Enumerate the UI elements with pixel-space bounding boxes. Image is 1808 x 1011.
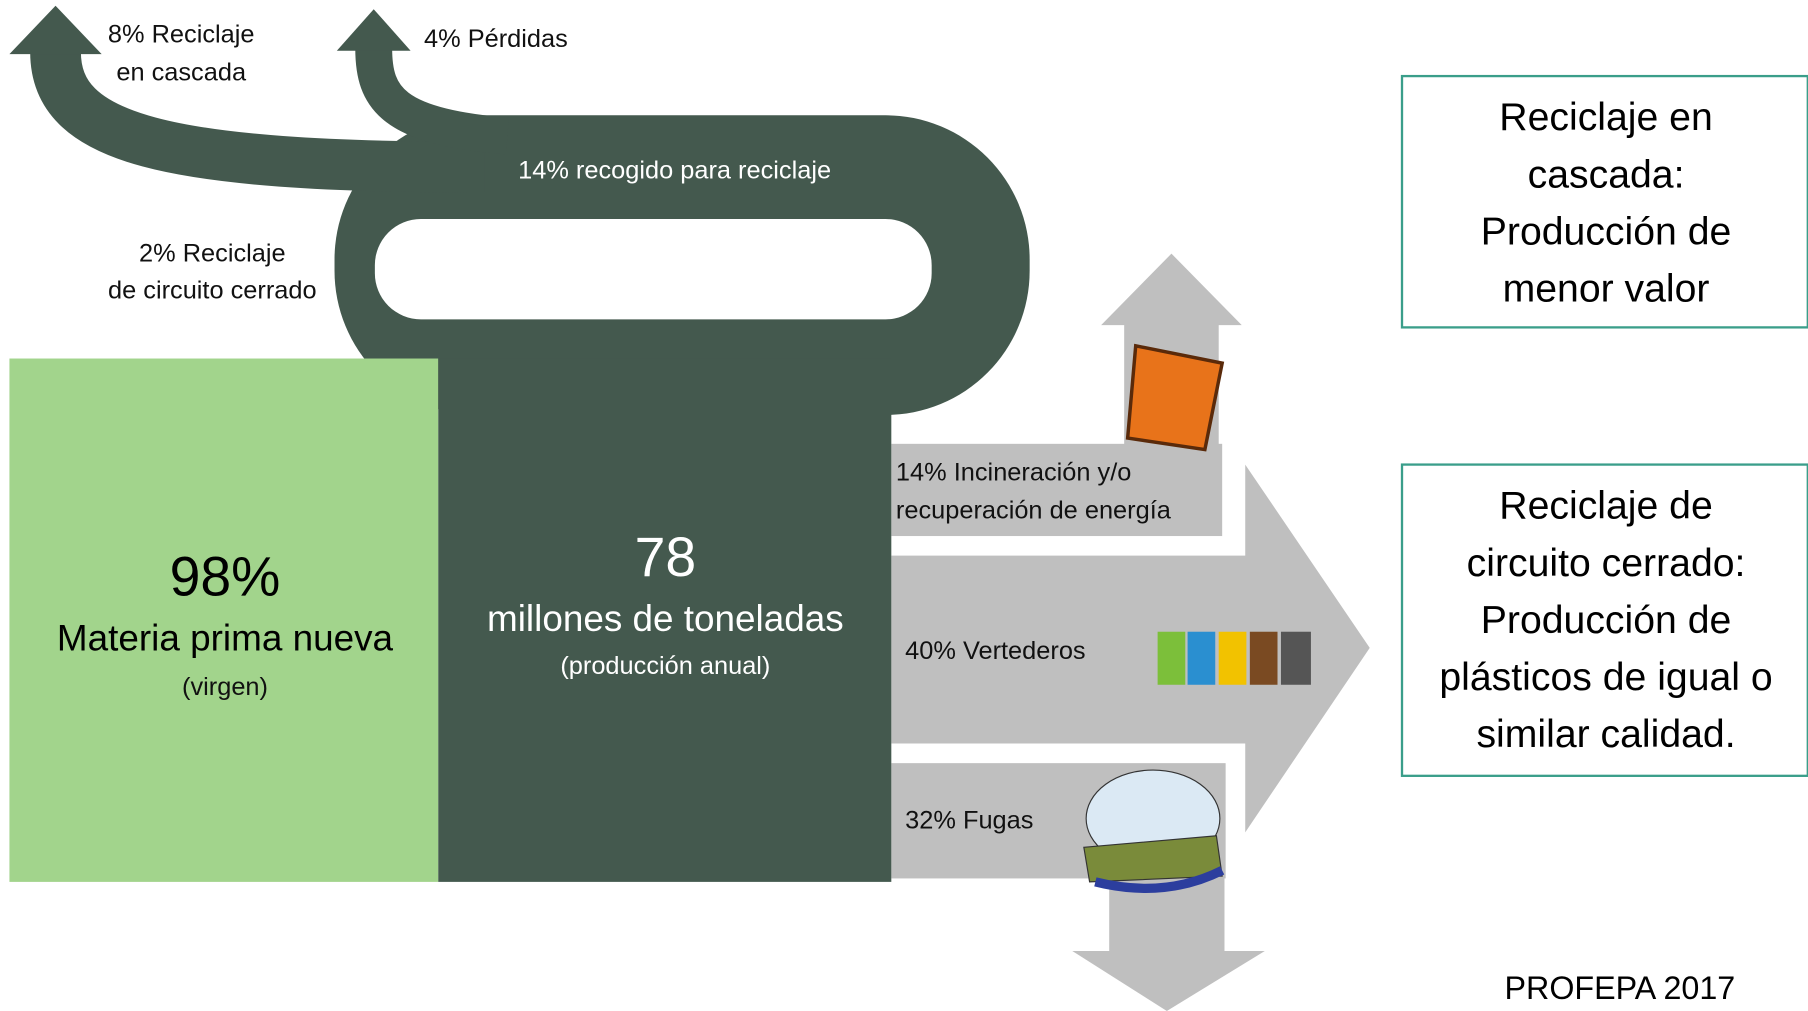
leakage-head <box>1072 951 1265 1011</box>
flow-label: recuperación de energía <box>896 497 1172 525</box>
pollution-icon <box>1084 770 1222 888</box>
note-line: Reciclaje en <box>1499 96 1712 139</box>
flow-label: 32% Fugas <box>905 807 1033 835</box>
page: {"flows": { "cascade": ["8% Reciclaje", … <box>0 0 1808 1011</box>
virgin-value: 98% <box>170 546 281 608</box>
virgin-label: Materia prima nueva <box>57 618 394 659</box>
production-note: (producción anual) <box>560 652 770 680</box>
source: PROFEPA 2017 <box>1505 970 1736 1006</box>
flow-label: 14% Incineración y/o <box>896 459 1131 487</box>
note-line: Reciclaje de <box>1499 485 1712 528</box>
note-line: Producción de <box>1481 210 1732 253</box>
flow-label: 40% Vertederos <box>905 637 1085 665</box>
note-line: circuito cerrado: <box>1467 542 1746 585</box>
flow-label: en cascada <box>116 58 247 86</box>
losses-arrow-shaft <box>374 48 508 136</box>
incineration-head <box>1101 254 1242 325</box>
flow-label: de circuito cerrado <box>108 276 317 304</box>
bins-icon <box>1158 632 1311 685</box>
production-label: millones de toneladas <box>487 598 844 639</box>
note-line: Producción de <box>1481 599 1732 642</box>
virgin-note: (virgen) <box>182 673 268 701</box>
flow-label: 8% Reciclaje <box>108 20 255 48</box>
production-value: 78 <box>635 526 697 588</box>
note-line: plásticos de igual o <box>1439 656 1772 699</box>
loop-hole <box>375 219 932 319</box>
fire-icon <box>1128 346 1223 450</box>
flow-label: 4% Pérdidas <box>424 25 568 53</box>
diagram: 8% Reciclaje en cascada 4% Pérdidas 14% … <box>0 0 1808 1011</box>
note-line: cascada: <box>1528 153 1685 196</box>
flow-label: 14% recogido para reciclaje <box>518 156 831 184</box>
note-line: similar calidad. <box>1476 713 1735 756</box>
cascade-arrow-head <box>9 6 101 54</box>
note-line: menor valor <box>1503 267 1710 310</box>
flow-label: 2% Reciclaje <box>139 239 286 267</box>
losses-arrow-head <box>337 9 411 51</box>
